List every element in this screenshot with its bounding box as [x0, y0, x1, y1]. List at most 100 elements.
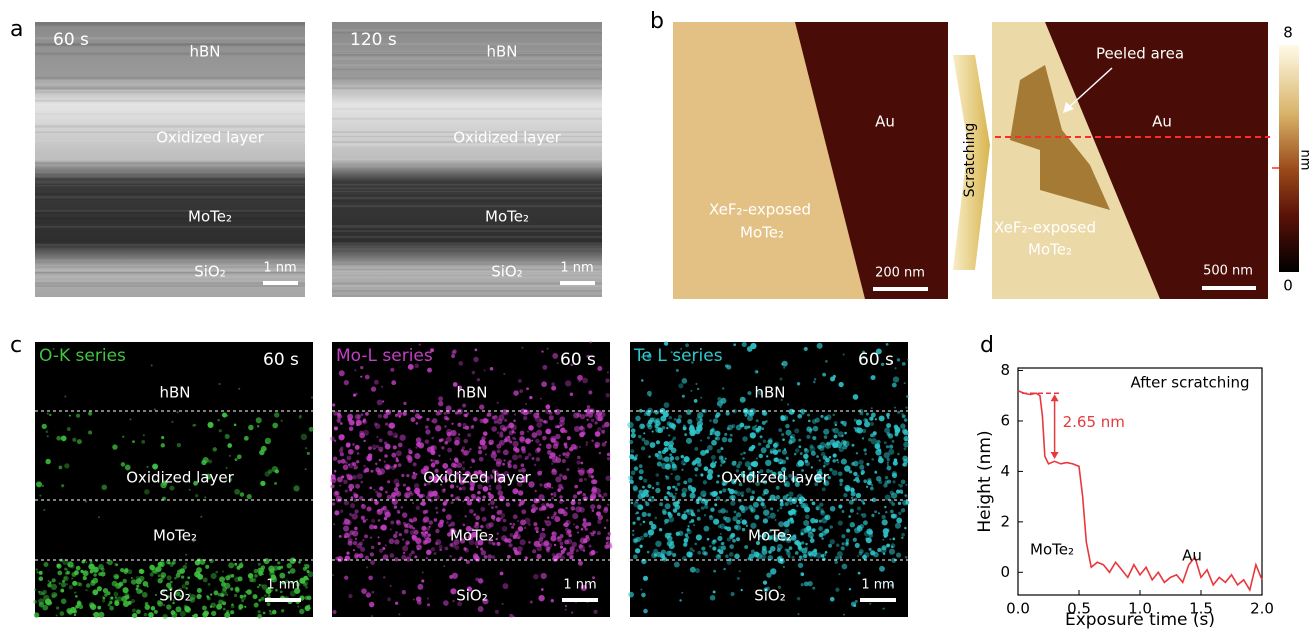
texture-streak [35, 226, 305, 228]
texture-dot [796, 505, 798, 507]
texture-dot [339, 535, 342, 538]
texture-dot [551, 599, 554, 602]
texture-dot [258, 563, 261, 566]
texture-dot [843, 614, 845, 616]
texture-dot [552, 353, 558, 359]
time-label: 60 s [858, 350, 894, 370]
texture-dot [803, 454, 808, 459]
texture-dot [64, 463, 69, 468]
texture-dot [734, 525, 738, 529]
texture-streak [35, 181, 305, 184]
texture-dot [472, 371, 475, 374]
texture-dot [753, 502, 759, 508]
texture-streak [332, 205, 602, 207]
texture-dot [206, 595, 209, 598]
layer-label: Oxidized layer [721, 469, 829, 487]
texture-dot [535, 490, 537, 492]
texture-dot [417, 584, 423, 590]
texture-dot [391, 380, 396, 385]
texture-dot [114, 575, 116, 577]
texture-dot [766, 573, 771, 578]
texture-dot [503, 450, 509, 456]
texture-dot [171, 612, 177, 618]
texture-dot [583, 518, 587, 522]
texture-dot [39, 576, 44, 581]
texture-dot [887, 462, 889, 464]
texture-dot [562, 459, 566, 463]
panel-label: b [650, 9, 664, 34]
texture-dot [713, 590, 716, 593]
texture-dot [237, 454, 242, 459]
texture-dot [154, 610, 158, 614]
texture-dot [378, 519, 381, 522]
texture-dot [709, 545, 712, 548]
texture-dot [463, 414, 466, 417]
texture-dot [892, 383, 897, 388]
texture-dot [832, 459, 836, 463]
texture-dot [672, 553, 676, 557]
texture-dot [607, 544, 612, 549]
layer-label: Oxidized layer [156, 129, 264, 147]
texture-dot [506, 502, 511, 507]
texture-dot [717, 536, 722, 541]
texture-dot [694, 467, 698, 471]
texture-dot [395, 435, 397, 437]
texture-dot [385, 423, 388, 426]
texture-dot [61, 598, 67, 604]
texture-dot [429, 520, 433, 524]
texture-dot [886, 544, 890, 548]
texture-dot [388, 424, 392, 428]
texture-dot [416, 422, 419, 425]
texture-dot [718, 546, 722, 550]
texture-dot [231, 604, 235, 608]
texture-dot [260, 481, 265, 486]
texture-dot [635, 454, 638, 457]
texture-dot [142, 592, 148, 598]
texture-dot [93, 567, 99, 573]
colorbar-tick-label: 0 [1283, 277, 1293, 295]
texture-dot [482, 517, 487, 522]
texture-dot [235, 588, 240, 593]
texture-dot [528, 523, 531, 526]
texture-dot [892, 440, 895, 443]
texture-dot [485, 453, 487, 455]
texture-dot [381, 386, 383, 388]
texture-dot [530, 601, 533, 604]
texture-dot [855, 543, 860, 548]
texture-dot [836, 459, 838, 461]
texture-dot [401, 555, 406, 560]
texture-dot [596, 551, 598, 553]
texture-dot [421, 526, 426, 531]
texture-dot [570, 392, 574, 396]
texture-dot [863, 479, 867, 483]
texture-dot [343, 479, 348, 484]
texture-dot [385, 465, 389, 469]
texture-dot [833, 453, 837, 457]
texture-dot [257, 610, 260, 613]
texture-dot [518, 490, 523, 495]
texture-dot [830, 539, 835, 544]
texture-dot [548, 486, 551, 489]
texture-dot [512, 454, 518, 460]
texture-dot [347, 444, 351, 448]
texture-dot [834, 435, 838, 439]
texture-dot [67, 427, 71, 431]
texture-dot [427, 598, 429, 600]
texture-dot [801, 573, 804, 576]
texture-dot [478, 578, 483, 583]
texture-streak [35, 117, 305, 119]
texture-dot [101, 485, 107, 491]
texture-dot [502, 463, 505, 466]
texture-dot [763, 489, 769, 495]
texture-dot [588, 468, 594, 474]
texture-dot [832, 470, 838, 476]
texture-dot [878, 457, 884, 463]
texture-dot [639, 469, 644, 474]
texture-dot [225, 434, 230, 439]
texture-dot [718, 525, 722, 529]
texture-dot [461, 449, 464, 452]
texture-dot [425, 425, 429, 429]
texture-dot [814, 378, 816, 380]
texture-dot [39, 495, 41, 497]
texture-dot [515, 530, 518, 533]
